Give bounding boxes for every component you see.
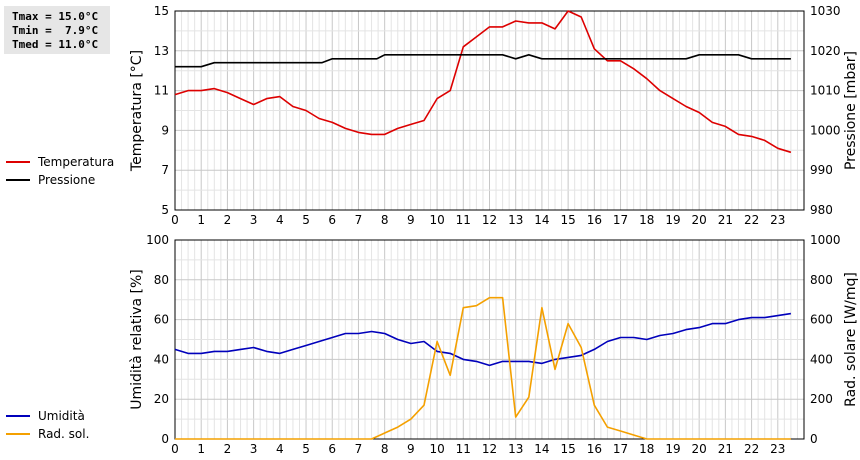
x-tick-label: 5 bbox=[302, 442, 310, 456]
x-tick-label: 6 bbox=[328, 213, 336, 227]
y-tick-label-right: 0 bbox=[810, 432, 818, 446]
x-tick-label: 17 bbox=[613, 213, 628, 227]
x-tick-label: 3 bbox=[250, 442, 258, 456]
x-tick-label: 15 bbox=[560, 213, 575, 227]
x-tick-label: 18 bbox=[639, 442, 654, 456]
x-tick-label: 1 bbox=[197, 442, 205, 456]
x-tick-label: 22 bbox=[744, 442, 759, 456]
x-tick-label: 13 bbox=[508, 213, 523, 227]
x-tick-label: 16 bbox=[587, 442, 602, 456]
stat-tmed: Tmed = 11.0°C bbox=[12, 38, 99, 51]
x-tick-label: 14 bbox=[534, 442, 549, 456]
y-tick-label-left: 0 bbox=[161, 432, 169, 446]
x-tick-label: 3 bbox=[250, 213, 258, 227]
x-tick-label: 17 bbox=[613, 442, 628, 456]
x-tick-label: 11 bbox=[456, 442, 471, 456]
x-tick-label: 2 bbox=[224, 213, 232, 227]
x-tick-label: 14 bbox=[534, 213, 549, 227]
y-tick-label-right: 1000 bbox=[810, 233, 841, 247]
stat-tmax: Tmax = 15.0°C bbox=[12, 10, 99, 23]
x-tick-label: 5 bbox=[302, 213, 310, 227]
x-tick-label: 9 bbox=[407, 213, 415, 227]
y-tick-label-left: 15 bbox=[154, 4, 169, 18]
x-tick-label: 12 bbox=[482, 213, 497, 227]
x-tick-label: 0 bbox=[171, 442, 179, 456]
x-tick-label: 23 bbox=[770, 213, 785, 227]
chart-panel-1: 0 1 2 3 4 5 6 7 8 9 10 11 12 13 14 15 16 17 18 19 20 21 22 2302… bbox=[129, 233, 859, 456]
legend-label: Rad. sol. bbox=[38, 427, 90, 441]
chart-panel-0: 0 1 2 3 4 5 6 7 8 9 10 11 12 13 14 15 16 17 18 19 20 21 22 2357… bbox=[129, 4, 859, 227]
x-tick-label: 21 bbox=[718, 442, 733, 456]
x-tick-label: 10 bbox=[429, 213, 444, 227]
x-tick-label: 21 bbox=[718, 213, 733, 227]
x-tick-label: 8 bbox=[381, 442, 389, 456]
y-axis-title-right: Pressione [mbar] bbox=[843, 51, 859, 170]
y-tick-label-right: 1010 bbox=[810, 84, 841, 98]
x-tick-label: 16 bbox=[587, 213, 602, 227]
y-tick-label-right: 1020 bbox=[810, 44, 841, 58]
x-tick-label: 13 bbox=[508, 442, 523, 456]
x-tick-label: 15 bbox=[560, 442, 575, 456]
x-tick-label: 6 bbox=[328, 442, 336, 456]
legend-swatch bbox=[6, 433, 30, 435]
legend-label: Temperatura bbox=[38, 155, 115, 169]
x-tick-label: 11 bbox=[456, 213, 471, 227]
x-tick-label: 22 bbox=[744, 213, 759, 227]
y-tick-label-right: 400 bbox=[810, 352, 833, 366]
y-tick-label-left: 11 bbox=[154, 84, 169, 98]
x-tick-label: 0 bbox=[171, 213, 179, 227]
x-tick-label: 12 bbox=[482, 442, 497, 456]
legend-swatch bbox=[6, 179, 30, 181]
legend-label: Pressione bbox=[38, 173, 96, 187]
y-tick-label-right: 600 bbox=[810, 313, 833, 327]
y-tick-label-right: 1000 bbox=[810, 123, 841, 137]
plot-frame bbox=[174, 10, 805, 211]
x-tick-label: 8 bbox=[381, 213, 389, 227]
series-line-temperatura bbox=[174, 10, 792, 154]
series-line-umidit bbox=[174, 312, 792, 367]
plot-frame bbox=[174, 239, 805, 440]
stats-box: Tmax = 15.0°C Tmin = 7.9°C Tmed = 11.0°C bbox=[4, 6, 110, 54]
legend-swatch bbox=[6, 161, 30, 163]
series-line-pressione bbox=[175, 53, 791, 68]
y-tick-label-left: 40 bbox=[154, 352, 169, 366]
x-tick-label: 20 bbox=[692, 213, 707, 227]
x-tick-label: 10 bbox=[429, 442, 444, 456]
y-tick-label-right: 1030 bbox=[810, 4, 841, 18]
x-tick-label: 20 bbox=[692, 442, 707, 456]
stat-tmin: Tmin = 7.9°C bbox=[12, 24, 99, 37]
y-axis-title-left: Umidità relativa [%] bbox=[129, 269, 145, 410]
x-tick-label: 1 bbox=[197, 213, 205, 227]
x-tick-label: 7 bbox=[355, 213, 363, 227]
series-line-rad-sol bbox=[175, 296, 791, 440]
y-tick-label-right: 800 bbox=[810, 273, 833, 287]
y-tick-label-right: 980 bbox=[810, 203, 833, 217]
y-tick-label-left: 20 bbox=[154, 392, 169, 406]
legend-swatch bbox=[6, 415, 30, 417]
x-tick-label: 4 bbox=[276, 442, 284, 456]
y-tick-label-left: 80 bbox=[154, 273, 169, 287]
y-tick-label-left: 7 bbox=[161, 163, 169, 177]
x-tick-label: 2 bbox=[224, 442, 232, 456]
x-tick-label: 7 bbox=[355, 442, 363, 456]
y-tick-label-left: 13 bbox=[154, 44, 169, 58]
y-tick-label-left: 9 bbox=[161, 123, 169, 137]
y-axis-title-left: Temperatura [°C] bbox=[129, 50, 145, 172]
x-tick-label: 19 bbox=[665, 442, 680, 456]
legend-label: Umidità bbox=[38, 409, 85, 423]
y-tick-label-right: 990 bbox=[810, 163, 833, 177]
x-tick-label: 18 bbox=[639, 213, 654, 227]
y-tick-label-left: 60 bbox=[154, 313, 169, 327]
y-tick-label-right: 200 bbox=[810, 392, 833, 406]
x-tick-label: 9 bbox=[407, 442, 415, 456]
x-tick-label: 4 bbox=[276, 213, 284, 227]
y-axis-title-right: Rad. solare [W/mq] bbox=[843, 272, 859, 407]
x-tick-label: 23 bbox=[770, 442, 785, 456]
y-tick-label-left: 100 bbox=[146, 233, 169, 247]
y-tick-label-left: 5 bbox=[161, 203, 169, 217]
x-tick-label: 19 bbox=[665, 213, 680, 227]
